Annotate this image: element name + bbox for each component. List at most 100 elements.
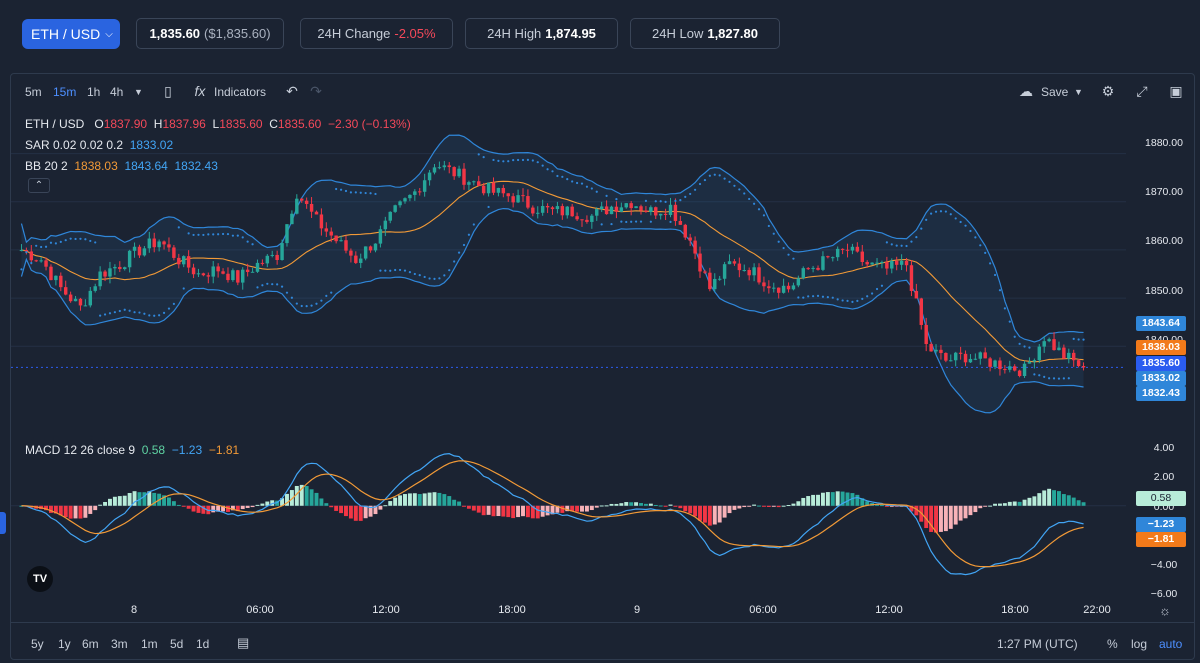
candle-body — [152, 238, 156, 248]
sar-dot — [108, 312, 112, 315]
candle-body — [998, 360, 1002, 370]
candle-body — [575, 216, 579, 220]
range-5d[interactable]: 5d — [170, 637, 184, 651]
interval-15m[interactable]: 15m — [53, 85, 77, 99]
goto-date-icon[interactable]: ▤ — [237, 635, 250, 650]
undo-icon[interactable]: ↶ — [286, 83, 298, 99]
side-panel-tab[interactable] — [0, 512, 6, 534]
macd-histogram-bar — [983, 505, 988, 507]
sar-dot — [1057, 377, 1061, 380]
scale-settings-icon[interactable]: ☼ — [1159, 603, 1171, 618]
interval-5m[interactable]: 5m — [25, 85, 42, 99]
macd-histogram-bar — [358, 505, 363, 521]
candle-body — [285, 224, 289, 244]
candle-body — [373, 243, 378, 251]
sar-dot — [418, 274, 421, 277]
macd-tick: 2.00 — [1153, 471, 1175, 483]
range-1m[interactable]: 1m — [141, 637, 158, 651]
macd-histogram-bar — [1012, 501, 1017, 506]
candlestick-type-icon[interactable]: ▯ — [164, 83, 172, 99]
candle-body — [393, 205, 397, 212]
camera-icon[interactable]: ▣ — [1169, 83, 1183, 99]
sar-dot — [438, 277, 441, 280]
candle-body — [604, 206, 609, 215]
sar-dot — [113, 311, 116, 314]
macd-histogram-bar — [147, 491, 152, 506]
candle-body — [526, 196, 530, 208]
chart-canvas[interactable] — [11, 74, 1196, 661]
sar-dot — [875, 287, 879, 291]
pair-selector-button[interactable]: ETH / USD ⌵ — [22, 19, 120, 49]
macd-histogram-bar — [88, 505, 93, 514]
sar-dot — [172, 302, 175, 306]
chevron-down-icon: ⌵ — [105, 28, 113, 40]
range-6m[interactable]: 6m — [82, 637, 99, 651]
sar-dot — [787, 253, 790, 256]
save-dropdown-icon[interactable]: ▼ — [1074, 87, 1083, 97]
macd-histogram-bar — [565, 505, 570, 512]
bb-legend[interactable]: BB 20 2 1838.03 1843.64 1832.43 — [25, 159, 218, 173]
tradingview-logo[interactable]: TV — [27, 566, 53, 592]
save-button[interactable]: Save — [1041, 85, 1069, 99]
interval-dropdown-icon[interactable]: ▼ — [134, 87, 143, 97]
macd-histogram-bar — [968, 505, 973, 516]
high-label: 24H High — [487, 26, 542, 41]
utc-time[interactable]: 1:27 PM (UTC) — [997, 637, 1078, 651]
range-3m[interactable]: 3m — [111, 637, 128, 651]
candle-body — [265, 255, 270, 264]
collapse-legend-button[interactable]: ⌃ — [28, 178, 50, 193]
interval-1h[interactable]: 1h — [87, 85, 101, 99]
candle-body — [560, 206, 565, 216]
candle-body — [236, 270, 240, 283]
range-1d[interactable]: 1d — [196, 637, 210, 651]
macd-histogram-bar — [299, 484, 304, 506]
legend-l-label: L — [212, 117, 220, 131]
candle-body — [924, 324, 928, 345]
sar-legend[interactable]: SAR 0.02 0.02 0.2 1833.02 — [25, 138, 173, 152]
macd-histogram-bar — [909, 505, 914, 512]
auto-toggle[interactable]: auto — [1159, 637, 1183, 651]
sar-dot — [148, 314, 151, 317]
fx-icon[interactable]: fx — [194, 83, 206, 99]
range-1y[interactable]: 1y — [58, 637, 71, 651]
sar-dot — [492, 158, 495, 162]
candle-body — [83, 305, 88, 307]
range-5y[interactable]: 5y — [31, 637, 44, 651]
macd-histogram-bar — [329, 505, 334, 508]
indicators-button[interactable]: Indicators — [214, 85, 267, 99]
sar-dot — [497, 159, 500, 162]
percent-toggle[interactable]: % — [1107, 637, 1118, 651]
macd-histogram-bar — [658, 505, 663, 507]
macd-legend[interactable]: MACD 12 26 close 9 0.58 −1.23 −1.81 — [25, 443, 239, 457]
sar-dot — [993, 273, 997, 277]
fullscreen-icon[interactable]: ⤢ — [1136, 83, 1148, 99]
last-price: 1,835.60 — [149, 26, 201, 41]
macd-histogram-bar — [447, 496, 452, 506]
redo-icon[interactable]: ↷ — [310, 83, 322, 99]
candle-body — [703, 271, 707, 273]
sar-dot — [221, 232, 225, 236]
sar-dot — [408, 271, 412, 274]
candle-body — [359, 258, 363, 263]
candle-body — [781, 285, 786, 293]
sar-dot — [925, 218, 928, 221]
sar-dot — [443, 274, 446, 277]
candle-body — [914, 290, 919, 299]
gear-icon[interactable]: ⚙ — [1101, 83, 1115, 99]
candle-body — [806, 268, 810, 270]
high-value: 1,874.95 — [545, 26, 596, 41]
candle-body — [929, 344, 933, 352]
candle-body — [840, 248, 845, 250]
candle-body — [388, 211, 392, 221]
candle-body — [319, 214, 324, 229]
macd-histogram-bar — [816, 494, 820, 506]
log-toggle[interactable]: log — [1131, 637, 1148, 651]
candle-body — [270, 254, 274, 256]
candle-body — [732, 261, 737, 264]
candle-body — [44, 260, 48, 267]
time-tick: 18:00 — [498, 604, 526, 616]
sar-dot — [989, 262, 992, 265]
sar-dot — [133, 311, 136, 314]
cloud-icon[interactable]: ☁ — [1019, 83, 1033, 99]
interval-4h[interactable]: 4h — [110, 85, 124, 99]
